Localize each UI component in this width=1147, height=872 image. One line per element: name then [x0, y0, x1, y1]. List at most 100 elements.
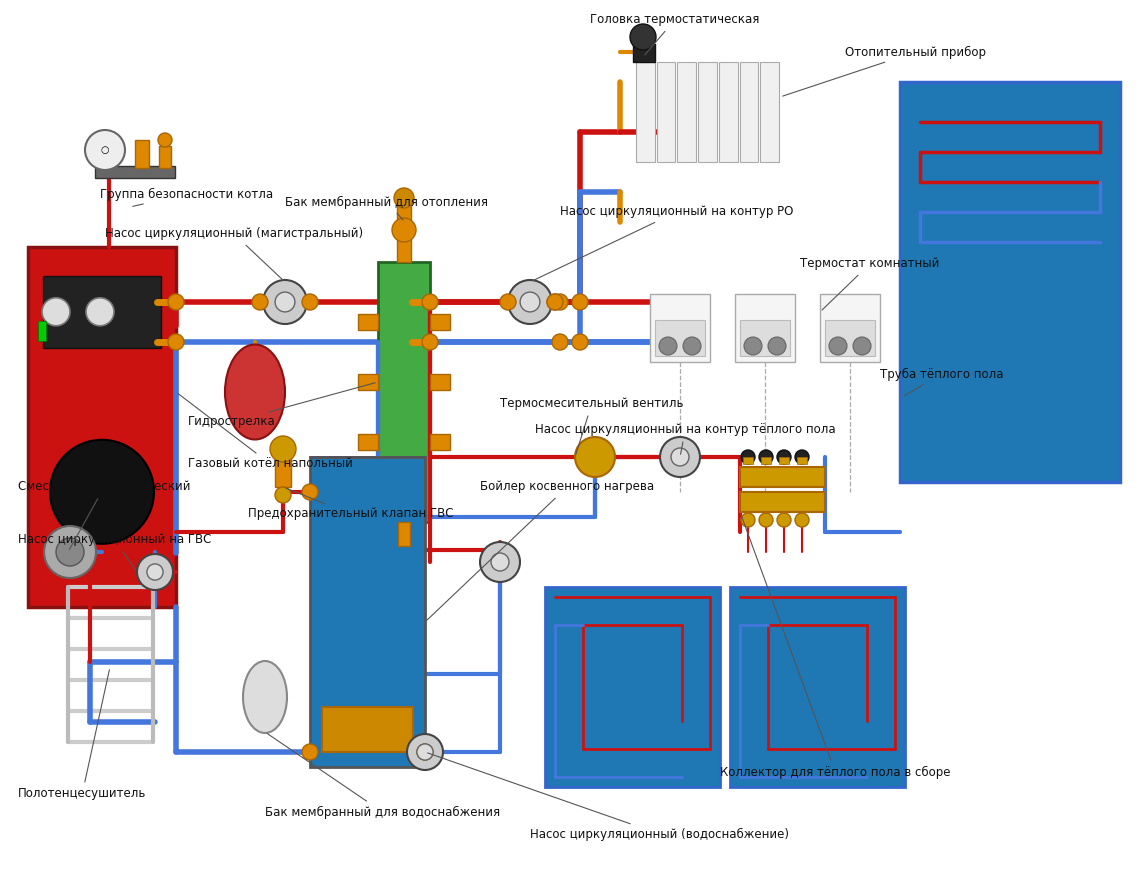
Circle shape — [547, 294, 563, 310]
Bar — [719, 62, 738, 162]
Text: Термостат комнатный: Термостат комнатный — [799, 257, 939, 310]
Text: Насос циркуляционный (водоснабжение): Насос циркуляционный (водоснабжение) — [428, 753, 789, 841]
Bar — [740, 467, 825, 487]
Circle shape — [777, 450, 791, 464]
Circle shape — [158, 133, 172, 147]
Text: Насос циркуляционный на контур тёплого пола: Насос циркуляционный на контур тёплого п… — [535, 424, 836, 454]
Circle shape — [252, 294, 268, 310]
Bar — [310, 559, 426, 570]
Circle shape — [741, 450, 755, 464]
Bar — [135, 140, 149, 168]
Bar — [159, 146, 171, 168]
Circle shape — [395, 188, 414, 208]
Circle shape — [42, 298, 70, 326]
Circle shape — [853, 337, 871, 355]
Bar — [310, 508, 426, 519]
Circle shape — [263, 280, 307, 324]
Text: Головка термостатическая: Головка термостатическая — [590, 13, 759, 55]
Circle shape — [392, 218, 416, 242]
Bar — [310, 456, 426, 467]
Text: Насос циркуляционный на ГВС: Насос циркуляционный на ГВС — [18, 534, 211, 569]
Text: Полотенцесушитель: Полотенцесушитель — [18, 670, 147, 800]
Bar — [310, 622, 426, 633]
Bar — [310, 735, 426, 746]
Circle shape — [660, 437, 700, 477]
Bar — [310, 684, 426, 695]
Bar — [743, 457, 752, 464]
Bar — [310, 756, 426, 767]
Circle shape — [552, 334, 568, 350]
Circle shape — [768, 337, 786, 355]
Bar — [310, 714, 426, 726]
Bar — [310, 569, 426, 581]
Circle shape — [275, 292, 295, 312]
Circle shape — [85, 130, 125, 170]
Circle shape — [795, 513, 809, 527]
Text: Термосмесительный вентиль: Термосмесительный вентиль — [500, 398, 684, 454]
Circle shape — [759, 450, 773, 464]
Text: Бак мембранный для водоснабжения: Бак мембранный для водоснабжения — [265, 733, 500, 819]
Bar — [655, 320, 705, 356]
Bar — [310, 673, 426, 685]
Text: Группа безопасности котла: Группа безопасности котла — [100, 187, 273, 207]
Bar — [358, 434, 379, 450]
Bar — [678, 62, 696, 162]
Circle shape — [572, 294, 588, 310]
Circle shape — [795, 450, 809, 464]
Bar — [310, 580, 426, 591]
Bar — [635, 62, 780, 162]
Circle shape — [167, 294, 184, 310]
Circle shape — [86, 298, 114, 326]
Bar — [310, 631, 426, 643]
Bar — [42, 276, 161, 348]
Bar — [310, 457, 426, 767]
Bar — [310, 477, 426, 488]
Text: Смеситель сантехнический: Смеситель сантехнический — [18, 480, 190, 549]
Bar — [310, 518, 426, 529]
Circle shape — [302, 294, 318, 310]
Circle shape — [418, 744, 434, 760]
Circle shape — [630, 24, 656, 50]
Ellipse shape — [225, 344, 284, 439]
Bar — [699, 62, 717, 162]
Bar — [430, 374, 450, 390]
Text: Газовый котёл напольный: Газовый котёл напольный — [178, 393, 353, 471]
Bar — [633, 44, 655, 62]
Bar — [650, 294, 710, 362]
Circle shape — [500, 294, 516, 310]
Bar — [310, 528, 426, 540]
Bar — [760, 62, 779, 162]
Circle shape — [416, 744, 434, 760]
Bar — [322, 707, 413, 752]
Circle shape — [575, 437, 615, 477]
Circle shape — [777, 513, 791, 527]
Circle shape — [270, 436, 296, 462]
Bar — [740, 62, 758, 162]
Text: Предохранительный клапан ГВС: Предохранительный клапан ГВС — [248, 488, 453, 521]
Bar — [275, 457, 291, 487]
Bar — [797, 457, 807, 464]
Bar — [657, 62, 676, 162]
Bar — [95, 166, 175, 178]
Bar — [635, 62, 655, 162]
Bar — [310, 704, 426, 715]
Circle shape — [302, 484, 318, 500]
Bar — [310, 652, 426, 664]
Bar — [28, 247, 175, 607]
Bar — [310, 467, 426, 478]
Text: Труба тёплого пола: Труба тёплого пола — [880, 367, 1004, 396]
Circle shape — [407, 734, 443, 770]
Bar — [310, 601, 426, 612]
Bar — [310, 549, 426, 561]
Circle shape — [147, 564, 163, 580]
Circle shape — [744, 337, 762, 355]
Text: Бойлер косвенного нагрева: Бойлер косвенного нагрева — [427, 480, 654, 620]
Bar — [545, 587, 720, 787]
Circle shape — [275, 487, 291, 503]
Circle shape — [167, 334, 184, 350]
Circle shape — [44, 526, 96, 578]
Bar — [900, 82, 1119, 482]
Bar — [740, 320, 790, 356]
Text: ○: ○ — [101, 145, 109, 155]
Circle shape — [508, 280, 552, 324]
